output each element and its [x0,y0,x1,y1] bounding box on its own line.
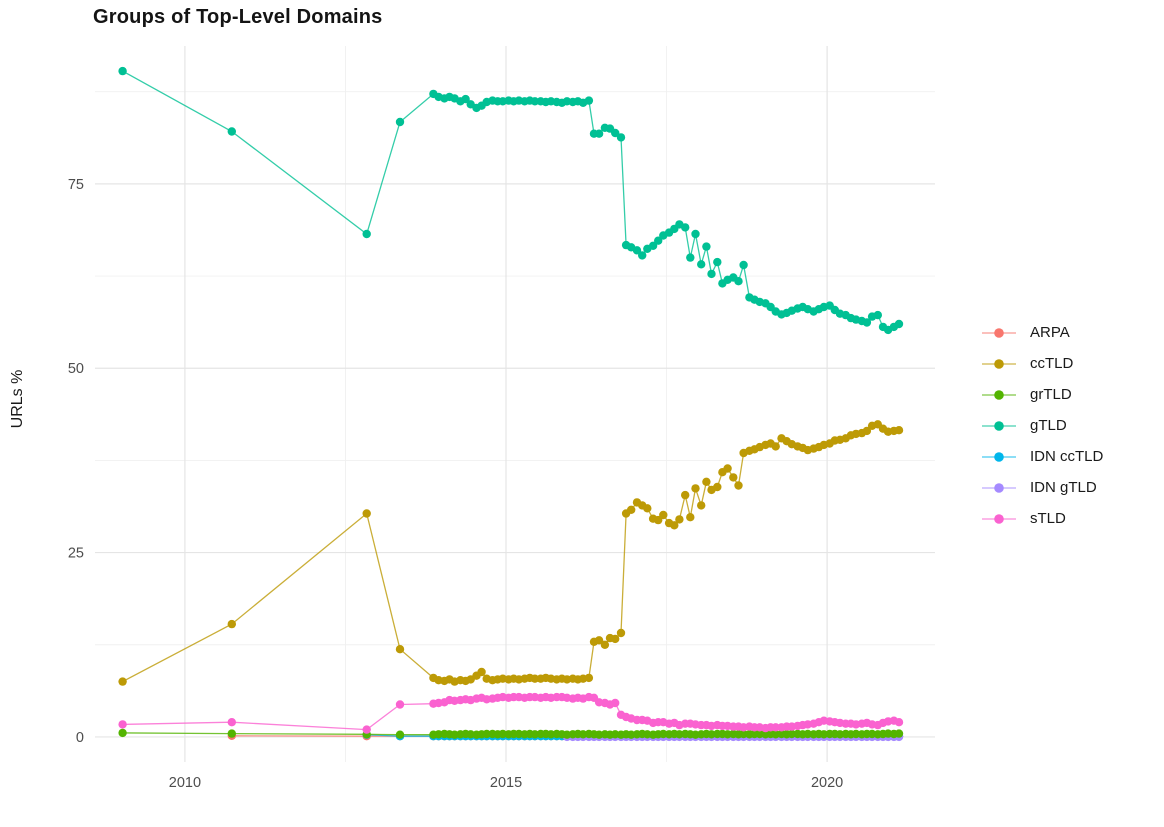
legend-item-cctld[interactable]: ccTLD [981,352,1103,375]
series-line-gtld [122,70,900,331]
legend-key-icon [982,389,1016,400]
y-tick-label: 0 [76,730,84,746]
legend: ARPA ccTLD grTLD gTLD IDN ccTLD IDN gTLD sTLD [981,321,1103,530]
legend-item-arpa[interactable]: ARPA [981,321,1103,344]
series-stld [118,692,904,734]
legend-key-icon [982,358,1016,369]
chart-title: Groups of Top-Level Domains [93,6,383,28]
legend-key-icon [982,327,1016,338]
axis-tick-labels: 2010 2015 2020 0 25 50 75 [68,177,843,791]
legend-item-grtld[interactable]: grTLD [981,383,1103,406]
legend-key-icon [982,451,1016,462]
legend-key-icon [982,420,1016,431]
legend-key-icon [982,513,1016,524]
y-tick-label: 50 [68,361,84,377]
legend-key-icon [982,482,1016,493]
x-tick-label: 2015 [490,775,522,791]
series-gtld [118,66,904,335]
series-cctld [118,420,904,686]
gridlines [95,46,935,762]
legend-label: ccTLD [1030,355,1074,372]
y-axis-label: URLs % [9,369,26,429]
legend-label: ARPA [1030,324,1070,341]
y-tick-label: 25 [68,546,84,562]
legend-item-gtld[interactable]: gTLD [981,414,1103,437]
x-tick-label: 2010 [169,775,201,791]
legend-label: IDN gTLD [1030,479,1097,496]
legend-item-idn-gtld[interactable]: IDN gTLD [981,476,1103,499]
x-tick-label: 2020 [811,775,843,791]
legend-label: IDN ccTLD [1030,448,1104,465]
legend-label: gTLD [1030,417,1067,434]
legend-item-idn-cctld[interactable]: IDN ccTLD [981,445,1103,468]
legend-label: sTLD [1030,510,1066,527]
legend-item-stld[interactable]: sTLD [981,507,1103,530]
series-grtld [118,728,904,739]
legend-label: grTLD [1030,386,1072,403]
y-tick-label: 75 [68,177,84,193]
